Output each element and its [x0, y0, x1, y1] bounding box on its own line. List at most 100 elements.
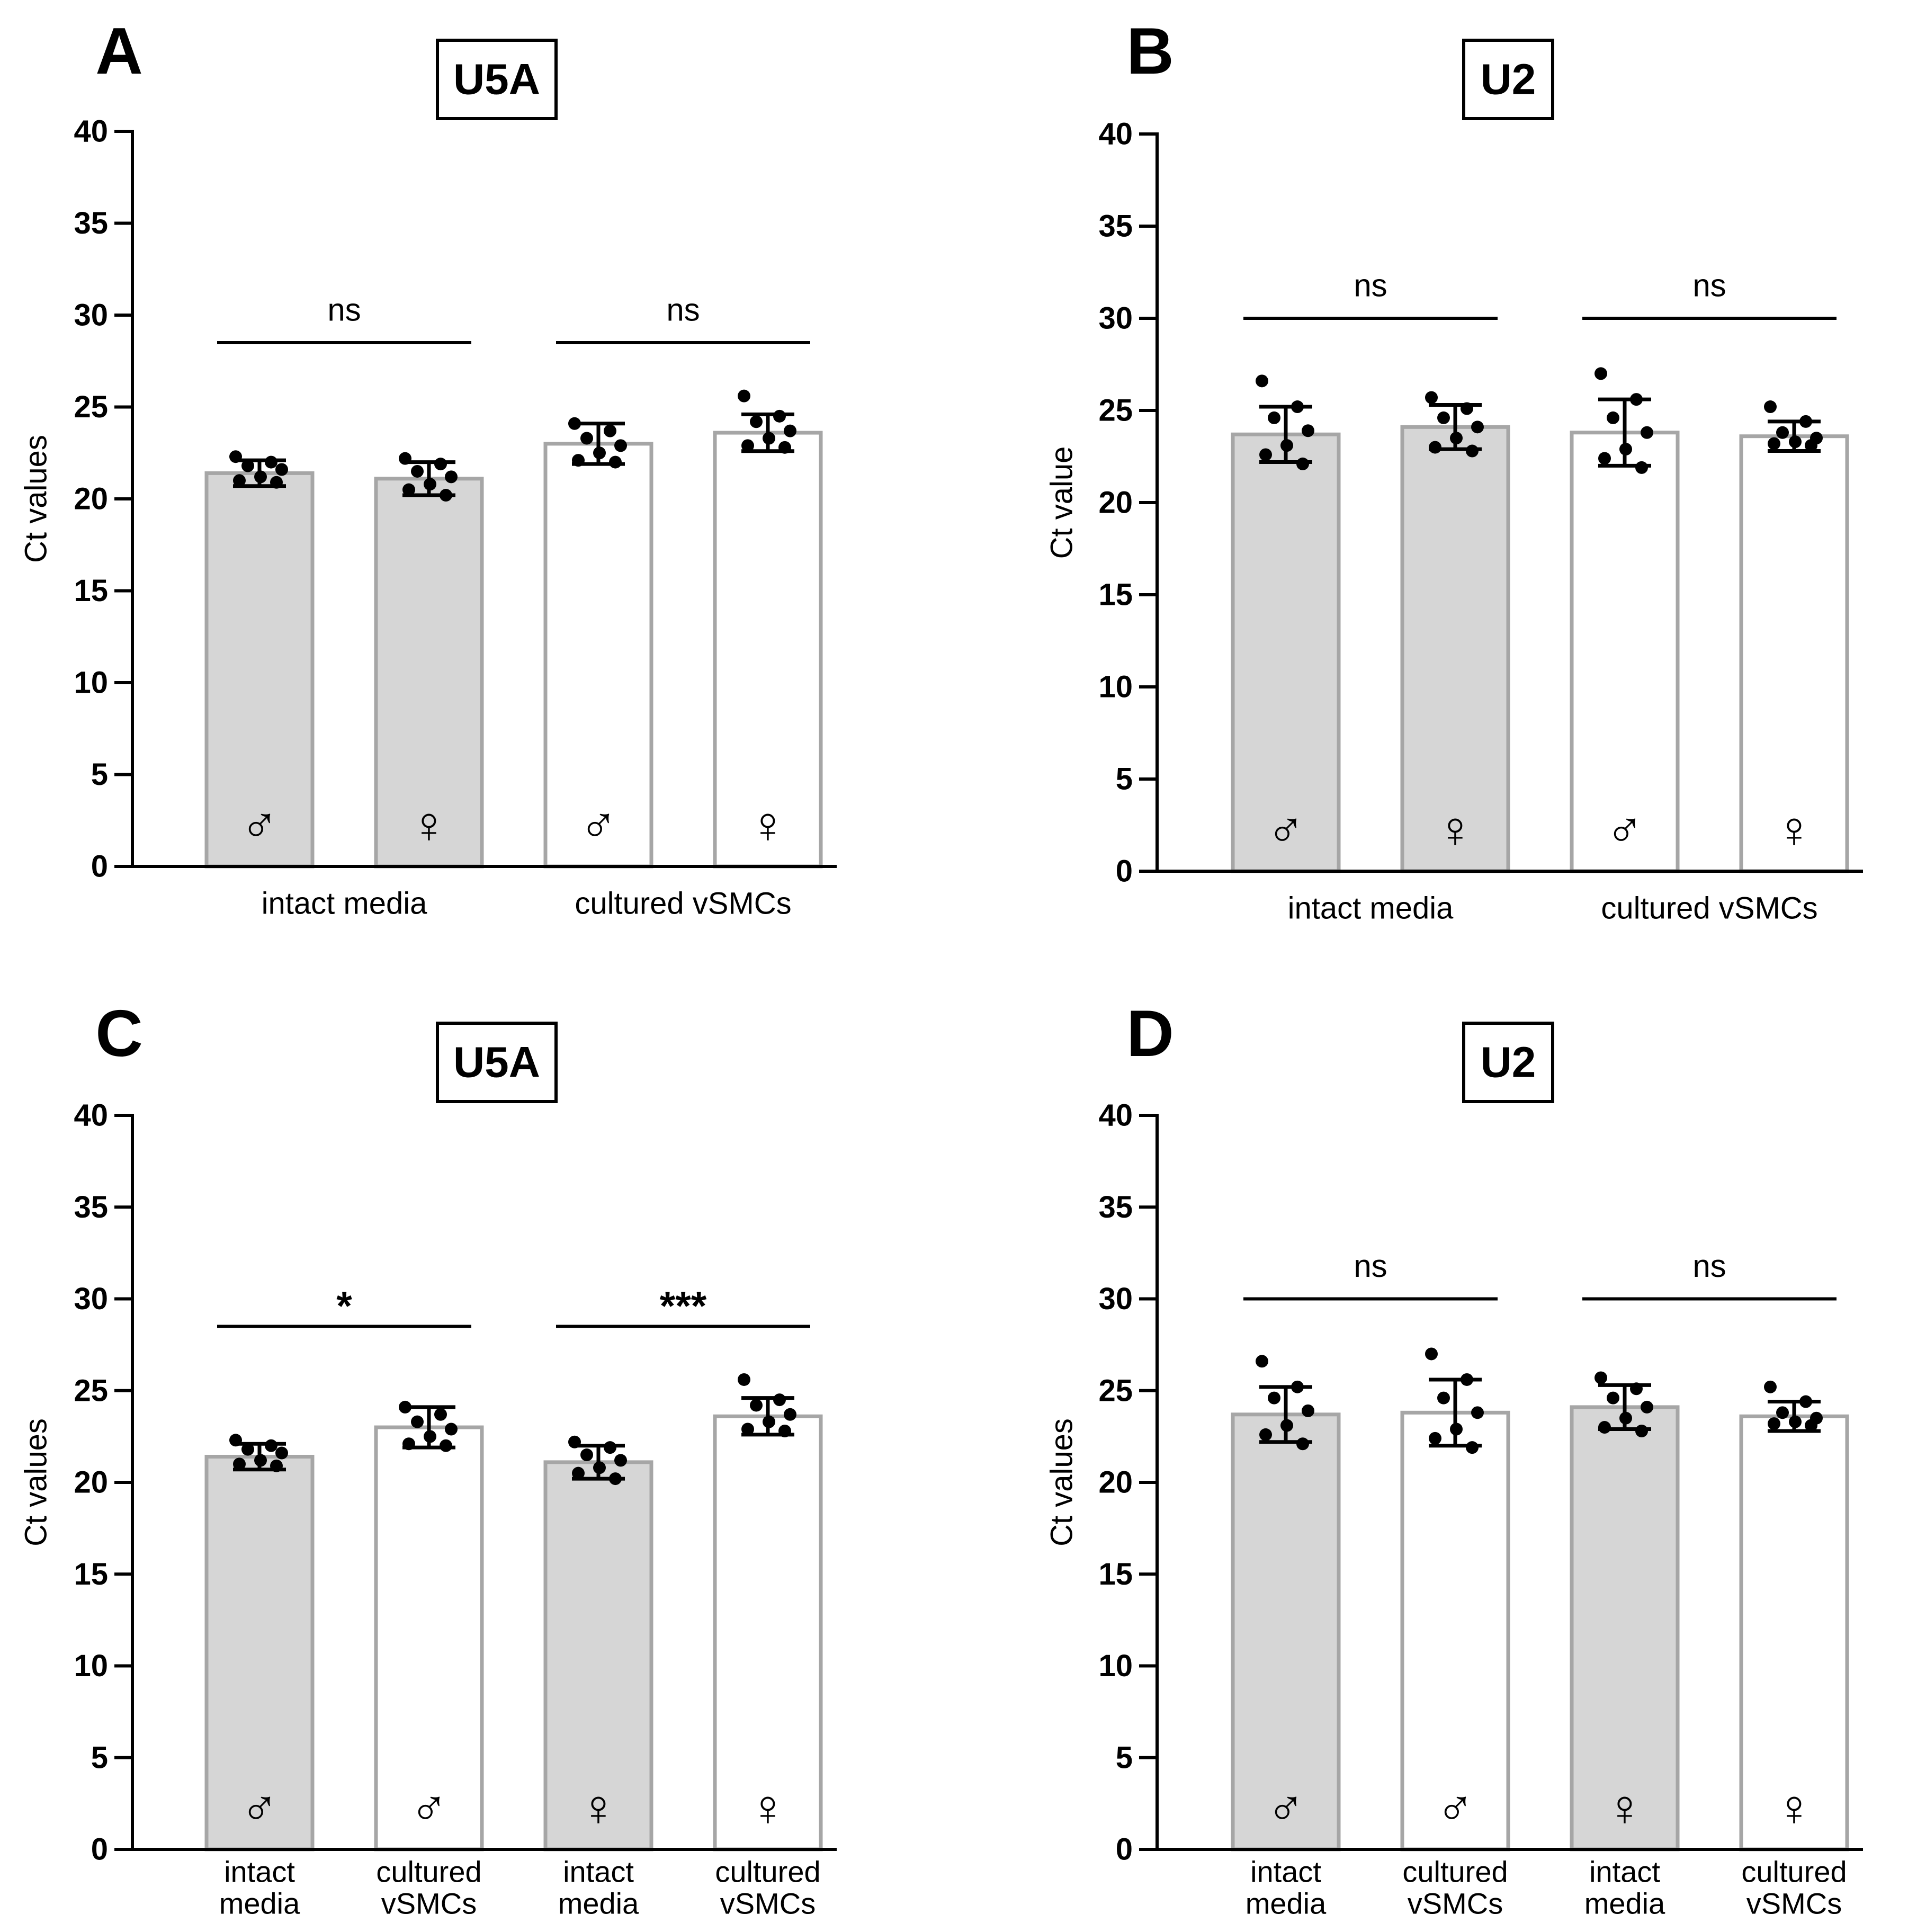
- bar: [374, 477, 484, 869]
- data-point: [1595, 1371, 1607, 1384]
- significance-label: ns: [1354, 268, 1387, 303]
- significance-label: ns: [327, 292, 361, 328]
- data-point: [593, 446, 606, 460]
- sex-symbol: ♀: [410, 797, 448, 854]
- x-bar-label: cultured: [376, 1855, 481, 1889]
- x-bar-label: intact: [563, 1855, 634, 1889]
- data-point: [445, 470, 458, 484]
- data-point: [763, 1415, 775, 1428]
- chart-title: U2: [1481, 56, 1536, 104]
- data-point: [1437, 1391, 1450, 1405]
- sex-symbol: ♂: [1436, 1780, 1474, 1837]
- data-point: [1466, 1441, 1479, 1454]
- x-bar-label: vSMCs: [381, 1887, 477, 1920]
- y-tick-label: 40: [1098, 117, 1133, 151]
- y-tick-label: 20: [1098, 486, 1133, 520]
- data-point: [741, 439, 754, 452]
- data-point: [254, 1454, 267, 1467]
- data-point: [1256, 374, 1268, 388]
- data-point: [1799, 1395, 1812, 1408]
- y-tick-label: 20: [74, 1465, 108, 1500]
- data-point: [402, 483, 415, 496]
- bar: [374, 1425, 484, 1851]
- data-point: [773, 409, 786, 423]
- data-point: [568, 417, 581, 430]
- x-bar-label: vSMCs: [1408, 1887, 1503, 1920]
- x-group-label: cultured vSMCs: [1601, 891, 1817, 926]
- y-axis-label: Ct values: [19, 435, 53, 563]
- data-point: [1461, 402, 1473, 415]
- data-point: [1291, 400, 1304, 414]
- data-point: [773, 1393, 786, 1407]
- y-tick-label: 20: [74, 482, 108, 516]
- chart-title: U5A: [453, 56, 540, 104]
- data-point: [784, 424, 796, 437]
- sex-symbol: ♂: [1267, 1780, 1305, 1837]
- data-point: [1641, 1400, 1653, 1414]
- data-point: [1259, 448, 1272, 461]
- x-bar-label: media: [219, 1887, 300, 1920]
- sex-symbol: ♀: [749, 1780, 787, 1837]
- y-tick-label: 10: [1098, 1649, 1133, 1683]
- y-tick-label: 40: [74, 1098, 108, 1133]
- y-axis-label: Ct values: [19, 1418, 53, 1546]
- data-point: [778, 1424, 791, 1437]
- sex-symbol: ♀: [1606, 1780, 1644, 1837]
- panel-letter: D: [1126, 997, 1174, 1070]
- data-point: [1429, 441, 1441, 454]
- sex-symbol: ♂: [240, 1780, 279, 1837]
- bar: [1570, 1405, 1680, 1851]
- data-point: [580, 432, 593, 445]
- y-tick-label: 20: [1098, 1465, 1133, 1500]
- data-point: [1291, 1380, 1304, 1393]
- bar: [543, 1460, 653, 1851]
- data-point: [1805, 1419, 1817, 1432]
- y-tick-label: 25: [1098, 393, 1133, 428]
- data-point: [1437, 411, 1450, 424]
- data-point: [1607, 411, 1619, 424]
- bar: [1231, 1412, 1341, 1851]
- y-tick-label: 0: [91, 1832, 108, 1867]
- data-point: [609, 1472, 622, 1486]
- title-box: [1462, 1022, 1554, 1103]
- data-point: [1776, 1406, 1789, 1419]
- data-point: [1630, 1382, 1643, 1396]
- data-point: [1259, 1428, 1272, 1441]
- y-axis-label: Ct value: [1045, 446, 1079, 559]
- y-tick-label: 0: [91, 849, 108, 884]
- data-point: [411, 1415, 424, 1428]
- data-point: [440, 489, 452, 502]
- bar: [1739, 1414, 1849, 1851]
- data-point: [1595, 367, 1607, 380]
- data-point: [1764, 1380, 1777, 1393]
- y-tick-label: 10: [74, 666, 108, 700]
- data-point: [604, 1441, 616, 1454]
- data-point: [424, 1430, 436, 1443]
- panel-letter: A: [95, 15, 143, 88]
- data-point: [1280, 439, 1293, 452]
- x-bar-label: cultured: [1402, 1855, 1508, 1889]
- data-point: [1607, 1391, 1619, 1405]
- data-point: [241, 459, 254, 472]
- y-tick-label: 35: [74, 1190, 108, 1224]
- data-point: [1598, 1421, 1611, 1434]
- data-point: [1619, 1411, 1632, 1425]
- chart-title: U2: [1481, 1039, 1536, 1087]
- x-bar-label: vSMCs: [1746, 1887, 1842, 1920]
- data-point: [1471, 421, 1484, 434]
- data-point: [434, 458, 447, 471]
- y-tick-label: 40: [1098, 1098, 1133, 1133]
- y-tick-label: 10: [1098, 670, 1133, 704]
- panel-letter: B: [1126, 15, 1174, 88]
- significance-label: ns: [666, 292, 700, 328]
- y-tick-label: 30: [1098, 1282, 1133, 1316]
- x-bar-label: cultured: [715, 1855, 820, 1889]
- y-tick-label: 25: [74, 390, 108, 424]
- data-point: [1630, 393, 1643, 406]
- data-point: [568, 1435, 581, 1448]
- data-point: [265, 455, 277, 469]
- title-box: [1462, 39, 1554, 120]
- y-tick-label: 15: [74, 1557, 108, 1591]
- bar: [543, 442, 653, 869]
- significance-label: ns: [1692, 268, 1726, 303]
